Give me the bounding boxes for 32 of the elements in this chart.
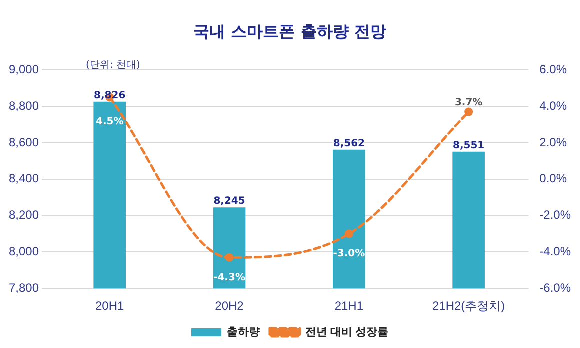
legend-label: 전년 대비 성장률 <box>305 326 389 339</box>
y-tick-label: 8,600 <box>9 135 40 150</box>
point <box>464 108 474 116</box>
data-label: 8,551 <box>453 140 485 152</box>
y2-tick-label: -6.0% <box>540 280 572 295</box>
point <box>225 253 234 262</box>
y-tick-label: 8,000 <box>9 244 40 259</box>
x-tick-label: 21H1 <box>334 299 364 314</box>
point <box>344 230 354 238</box>
y-tick-label: 8,200 <box>9 208 40 222</box>
x-tick-label: 20H1 <box>96 299 125 314</box>
x-tick-label: 20H2 <box>215 299 244 314</box>
data-label: -4.3% <box>214 272 246 284</box>
y2-tick-label: 4.0% <box>540 98 568 113</box>
y-tick-label: 7,800 <box>9 280 40 295</box>
y-tick-label: 8,400 <box>9 172 40 186</box>
y-tick-label: 9,000 <box>9 62 40 77</box>
data-label: 4.5% <box>96 116 124 128</box>
annotation: (단위: 천대) <box>86 59 140 72</box>
data-label: 3.7% <box>454 98 483 109</box>
y2-tick-label: 0.0% <box>540 172 568 186</box>
data-label: -3.0% <box>333 248 366 260</box>
chart-title: 국내 스마트폰 출하량 전망 <box>192 22 388 43</box>
legend-label: 출하량 <box>226 326 260 339</box>
y2-tick-label: -4.0% <box>540 244 572 259</box>
x-tick-label: 21H2(추청치) <box>432 299 506 314</box>
y-tick-label: 8,800 <box>9 98 40 113</box>
y2-tick-label: 6.0% <box>540 62 568 77</box>
data-label: 8,245 <box>214 196 246 208</box>
y2-tick-label: 2.0% <box>540 135 568 150</box>
y2-tick-label: -2.0% <box>540 208 572 222</box>
data-label: 8,562 <box>333 138 366 150</box>
